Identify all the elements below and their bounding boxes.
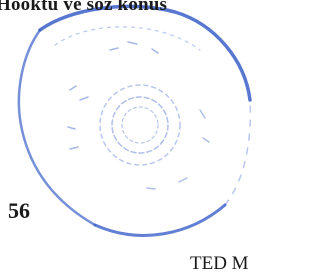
footer-text: TED M xyxy=(190,253,249,275)
stamp xyxy=(0,0,269,270)
page-number: 56 xyxy=(8,198,30,224)
header-line: Hooktu ve söz konus xyxy=(0,0,167,16)
page: Hooktu ve söz konus 56 TED M (() => { co… xyxy=(0,0,269,270)
